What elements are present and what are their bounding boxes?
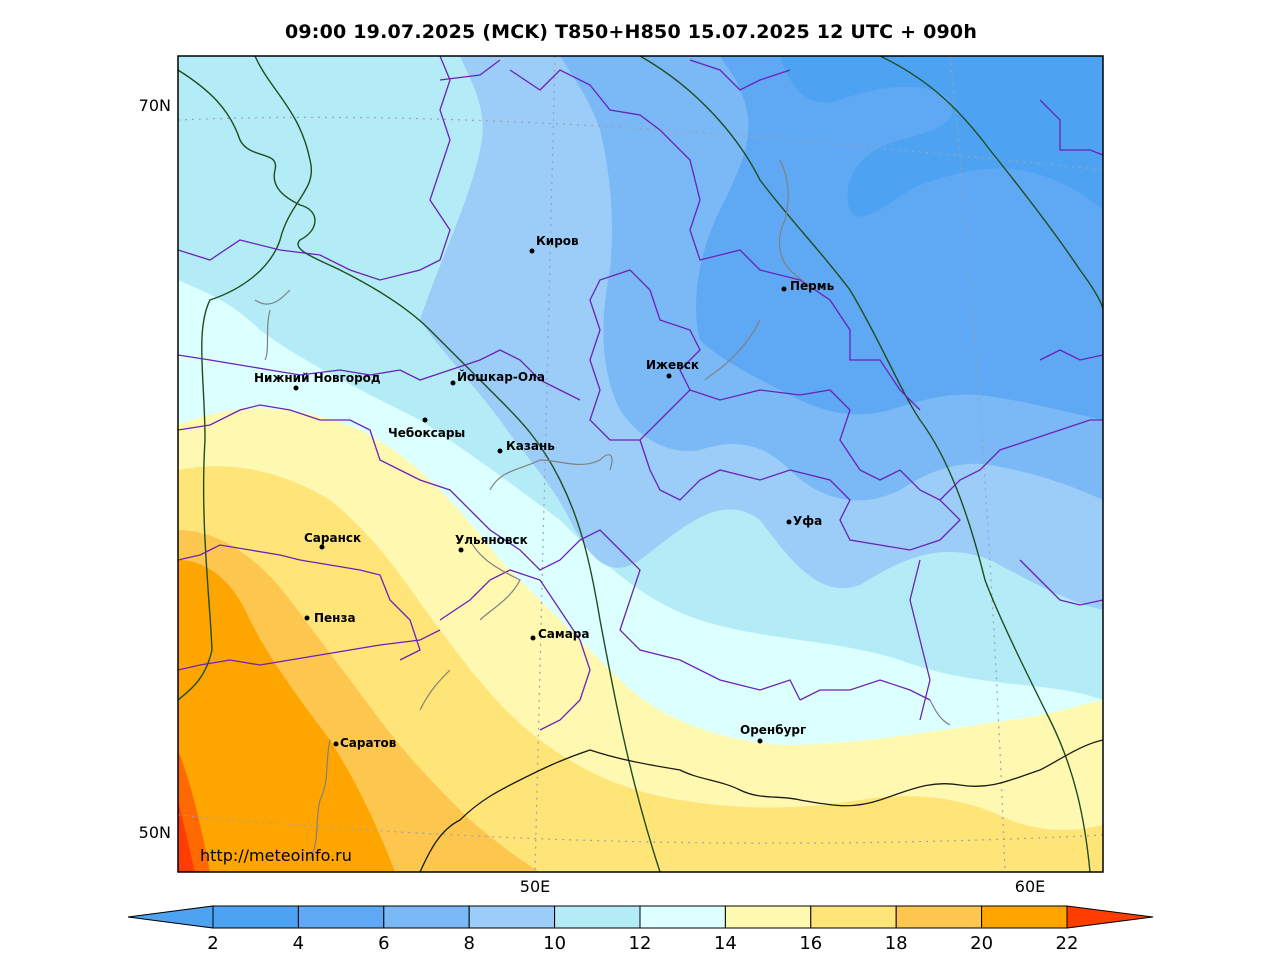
temperature-field bbox=[178, 56, 1103, 872]
colorbar-tick-label: 14 bbox=[714, 933, 737, 954]
city-dot bbox=[781, 286, 787, 292]
country-border bbox=[419, 739, 1103, 872]
colorbar-tick-label: 16 bbox=[799, 933, 822, 954]
city-marker: Оренбург bbox=[740, 723, 806, 744]
city-dot bbox=[497, 448, 503, 454]
map-frame bbox=[177, 55, 1104, 873]
colorbar-segment bbox=[895, 905, 983, 929]
city-label: Нижний Новгород bbox=[254, 371, 381, 385]
city-label: Чебоксары bbox=[388, 426, 465, 440]
city-label: Ульяновск bbox=[455, 533, 528, 547]
city-marker: Чебоксары bbox=[388, 417, 465, 440]
colorbar-segment bbox=[383, 905, 470, 929]
lon-label-60e: 60E bbox=[1015, 877, 1045, 896]
city-marker: Казань bbox=[497, 439, 555, 454]
city-marker: Саранск bbox=[304, 531, 361, 550]
city-dot bbox=[293, 385, 299, 391]
lat-label-50n: 50N bbox=[139, 823, 171, 842]
colorbar-tick-label: 12 bbox=[629, 933, 652, 954]
city-label: Казань bbox=[506, 439, 555, 453]
city-dot bbox=[530, 635, 536, 641]
colorbar-segment bbox=[981, 905, 1068, 929]
city-label: Саратов bbox=[340, 736, 397, 750]
colorbar-segment bbox=[554, 905, 641, 929]
city-marker: Нижний Новгород bbox=[254, 371, 381, 391]
city-dot bbox=[319, 544, 325, 550]
colorbar-tick-label: 10 bbox=[543, 933, 566, 954]
city-label: Пермь bbox=[790, 279, 835, 293]
colorbar-segment bbox=[639, 905, 726, 929]
city-marker: Пенза bbox=[304, 611, 356, 625]
city-label: Уфа bbox=[793, 514, 822, 528]
colorbar-tick-label: 22 bbox=[1056, 933, 1079, 954]
city-dot bbox=[422, 417, 428, 423]
city-marker: Уфа bbox=[786, 514, 822, 528]
colorbar-tick-label: 6 bbox=[378, 933, 389, 954]
city-marker: Саратов bbox=[333, 736, 397, 750]
colorbar-segment bbox=[212, 905, 299, 929]
city-marker: Киров bbox=[529, 234, 579, 254]
city-markers: Киров Пермь Нижний Новгород Йошкар-Ола Ижевс… bbox=[254, 234, 835, 750]
band-gt-22 bbox=[178, 800, 195, 872]
city-label: Саранск bbox=[304, 531, 361, 545]
map-title: 09:00 19.07.2025 (MCK) T850+H850 15.07.2… bbox=[284, 21, 978, 43]
city-dot bbox=[757, 738, 763, 744]
city-marker: Ульяновск bbox=[455, 533, 528, 553]
city-marker: Ижевск bbox=[646, 358, 699, 379]
colorbar-segment bbox=[297, 905, 385, 929]
colorbar-tick-label: 20 bbox=[970, 933, 993, 954]
lat-label-70n: 70N bbox=[139, 96, 171, 115]
colorbar: 2 4 6 8 10 12 14 16 18 20 22 bbox=[127, 905, 1154, 954]
city-dot bbox=[333, 741, 339, 747]
colorbar-tick-label: 8 bbox=[463, 933, 474, 954]
city-dot bbox=[529, 248, 535, 254]
city-dot bbox=[786, 519, 792, 525]
colorbar-tick-label: 4 bbox=[293, 933, 304, 954]
city-label: Ижевск bbox=[646, 358, 699, 372]
city-label: Пенза bbox=[314, 611, 356, 625]
colorbar-tick-label: 18 bbox=[885, 933, 908, 954]
colorbar-segment bbox=[724, 905, 812, 929]
city-marker: Самара bbox=[530, 627, 590, 641]
band-18-20 bbox=[178, 560, 395, 872]
city-marker: Йошкар-Ола bbox=[450, 369, 545, 386]
city-label: Самара bbox=[538, 627, 590, 641]
city-label: Оренбург bbox=[740, 723, 806, 737]
geopotential-contours bbox=[178, 56, 1103, 872]
colorbar-segment bbox=[810, 905, 897, 929]
band-lt-2 bbox=[780, 56, 1103, 217]
city-marker: Пермь bbox=[781, 279, 835, 293]
city-label: Киров bbox=[536, 234, 579, 248]
city-dot bbox=[666, 373, 672, 379]
city-label: Йошкар-Ола bbox=[457, 369, 545, 384]
colorbar-segment bbox=[468, 905, 556, 929]
city-dot bbox=[304, 615, 310, 621]
city-dot bbox=[458, 547, 464, 553]
colorbar-arrow-low bbox=[127, 905, 214, 929]
rivers bbox=[254, 159, 951, 861]
colorbar-arrow-high bbox=[1066, 905, 1154, 929]
region-borders bbox=[178, 56, 1103, 731]
graticule bbox=[178, 56, 1103, 872]
lon-label-50e: 50E bbox=[520, 877, 550, 896]
colorbar-tick-label: 2 bbox=[207, 933, 218, 954]
city-dot bbox=[450, 380, 456, 386]
watermark-url: http://meteoinfo.ru bbox=[200, 846, 352, 865]
